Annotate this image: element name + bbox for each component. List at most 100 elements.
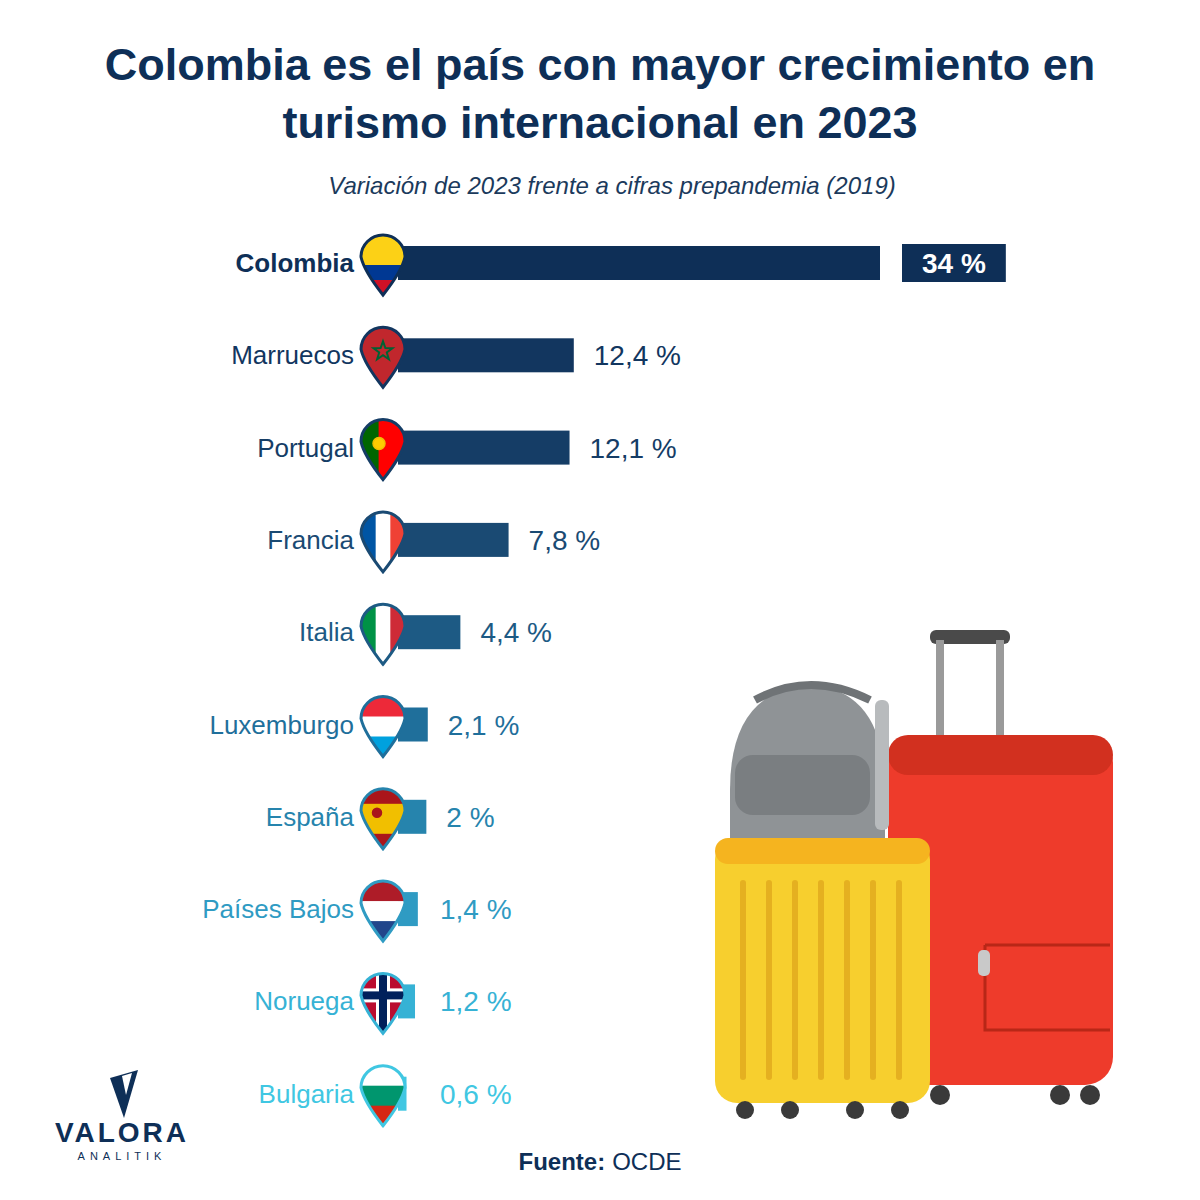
- pin-outline: [361, 697, 405, 757]
- zip: [985, 944, 1110, 947]
- chart: Colombia es el país con mayor crecimient…: [0, 0, 1200, 1200]
- flag-cross: [361, 991, 405, 999]
- pin-outline: [361, 512, 405, 572]
- value-label: 34 %: [922, 248, 986, 279]
- pin-outline: [361, 881, 405, 941]
- backpack-strap: [755, 685, 870, 700]
- handle-rod: [996, 640, 1004, 750]
- wheel: [891, 1101, 909, 1119]
- flag-stripe: [361, 327, 405, 388]
- labels: Colombia 34 % Marruecos 12,4 % Portugal 12,1 …: [202, 244, 1006, 1110]
- flag: [361, 1066, 405, 1127]
- flag-stripe: [361, 697, 405, 718]
- bar: [398, 246, 880, 280]
- rib: [844, 880, 850, 1080]
- flag: [361, 327, 405, 388]
- category-label: Portugal: [257, 433, 354, 463]
- value-label: 1,4 %: [440, 894, 512, 925]
- flag: [361, 697, 405, 758]
- value-label: 0,6 %: [440, 1079, 512, 1110]
- suitcase-red-top: [888, 735, 1113, 775]
- source: Fuente: OCDE: [518, 1148, 681, 1175]
- source-label: Fuente:: [518, 1148, 605, 1175]
- flag-stripe: [361, 1106, 405, 1127]
- category-label: Marruecos: [231, 340, 354, 370]
- flag-stripe: [361, 973, 405, 1034]
- value-label: 12,1 %: [590, 433, 677, 464]
- subtitle: Variación de 2023 frente a cifras prepan…: [328, 172, 895, 199]
- bar: [398, 338, 574, 372]
- logo-tagline: ANALITIK: [78, 1150, 167, 1162]
- bar: [398, 615, 460, 649]
- flag: [361, 973, 405, 1034]
- suitcase-yellow: [715, 838, 930, 1103]
- category-label: España: [266, 802, 355, 832]
- source-value: OCDE: [612, 1148, 681, 1175]
- category-label: Países Bajos: [202, 894, 354, 924]
- flag-emblem: [373, 438, 385, 450]
- rib: [818, 880, 824, 1080]
- category-label: Noruega: [254, 986, 354, 1016]
- logo-mark: [122, 1073, 132, 1095]
- flag: [361, 420, 406, 480]
- flag: [361, 604, 406, 664]
- pin-outline: [361, 327, 405, 387]
- backpack: [730, 685, 885, 850]
- backpack-side: [875, 700, 889, 830]
- category-label: Bulgaria: [259, 1079, 355, 1109]
- flag-stripe: [361, 737, 405, 758]
- wheel: [930, 1085, 950, 1105]
- highlight-label: 34 %: [902, 244, 1006, 282]
- category-label: Francia: [267, 525, 354, 555]
- flag-cross: [376, 973, 390, 1033]
- suitcase-yellow-top: [715, 838, 930, 864]
- logo: VALORA ANALITIK: [55, 1070, 189, 1162]
- title: Colombia es el país con mayor crecimient…: [105, 39, 1095, 148]
- pin-outline: [361, 420, 405, 480]
- pin-outline: [361, 973, 405, 1033]
- flag: [361, 789, 405, 850]
- category-label: Italia: [299, 617, 354, 647]
- flag: [361, 235, 405, 296]
- zip: [985, 945, 1110, 1030]
- rib: [740, 880, 746, 1080]
- wheel: [1080, 1085, 1100, 1105]
- value-label: 4,4 %: [480, 617, 552, 648]
- wheel: [781, 1101, 799, 1119]
- wheel: [846, 1101, 864, 1119]
- rib: [896, 880, 902, 1080]
- flag-cross: [379, 973, 387, 1033]
- flag-stripe: [361, 1066, 405, 1087]
- title-line: Colombia es el país con mayor crecimient…: [105, 39, 1095, 90]
- category-label: Colombia: [236, 248, 355, 278]
- label-box: [902, 244, 1006, 282]
- flag-star: [374, 341, 393, 359]
- flag: [361, 881, 405, 942]
- value-label: 2,1 %: [448, 710, 520, 741]
- flag-stripe: [361, 881, 405, 902]
- title-line: turismo internacional en 2023: [282, 97, 917, 148]
- zip-pull: [978, 950, 990, 976]
- bar: [398, 431, 570, 465]
- wheel: [736, 1101, 754, 1119]
- rib: [766, 880, 772, 1080]
- pin-outline: [361, 604, 405, 664]
- flag-emblem: [371, 807, 383, 819]
- pin-outline: [361, 235, 405, 295]
- value-label: 1,2 %: [440, 986, 512, 1017]
- handle-rod: [936, 640, 944, 750]
- value-label: 7,8 %: [529, 525, 601, 556]
- pins: [361, 235, 406, 1126]
- luggage: [715, 630, 1113, 1119]
- flag-stripe: [361, 804, 405, 835]
- logo-name: VALORA: [55, 1117, 189, 1148]
- wheel: [1050, 1085, 1070, 1105]
- pin-outline: [361, 789, 405, 849]
- pin-outline: [361, 1066, 405, 1126]
- bar: [398, 523, 509, 557]
- value-label: 12,4 %: [594, 340, 681, 371]
- category-label: Luxemburgo: [209, 710, 354, 740]
- rib: [792, 880, 798, 1080]
- value-label: 2 %: [446, 802, 494, 833]
- flag: [361, 512, 406, 572]
